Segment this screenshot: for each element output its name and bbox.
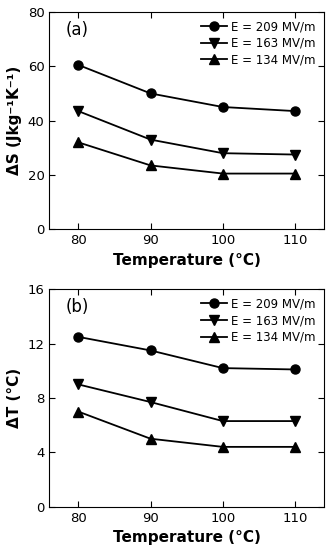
Legend: E = 209 MV/m, E = 163 MV/m, E = 134 MV/m: E = 209 MV/m, E = 163 MV/m, E = 134 MV/m (196, 15, 320, 71)
E = 134 MV/m (293, 444, 297, 450)
E = 209 MV/m (149, 347, 153, 354)
Line: E = 163 MV/m: E = 163 MV/m (74, 107, 300, 159)
E = 163 MV/m (221, 150, 225, 157)
Y-axis label: ΔS (Jkg⁻¹K⁻¹): ΔS (Jkg⁻¹K⁻¹) (7, 66, 22, 175)
E = 163 MV/m (293, 151, 297, 158)
E = 163 MV/m (293, 418, 297, 424)
Text: (a): (a) (65, 20, 88, 39)
Legend: E = 209 MV/m, E = 163 MV/m, E = 134 MV/m: E = 209 MV/m, E = 163 MV/m, E = 134 MV/m (196, 293, 320, 348)
Text: (b): (b) (65, 298, 88, 316)
E = 209 MV/m (221, 104, 225, 110)
E = 209 MV/m (76, 62, 80, 68)
E = 134 MV/m (149, 162, 153, 169)
E = 209 MV/m (149, 90, 153, 97)
E = 163 MV/m (76, 108, 80, 114)
E = 134 MV/m (149, 436, 153, 442)
E = 134 MV/m (76, 139, 80, 146)
E = 134 MV/m (76, 408, 80, 415)
E = 134 MV/m (221, 444, 225, 450)
X-axis label: Temperature (°C): Temperature (°C) (113, 530, 260, 545)
X-axis label: Temperature (°C): Temperature (°C) (113, 253, 260, 268)
E = 134 MV/m (293, 170, 297, 177)
Line: E = 134 MV/m: E = 134 MV/m (74, 138, 300, 178)
E = 209 MV/m (76, 333, 80, 340)
Line: E = 209 MV/m: E = 209 MV/m (74, 332, 300, 374)
E = 163 MV/m (76, 381, 80, 388)
E = 209 MV/m (221, 365, 225, 371)
E = 163 MV/m (221, 418, 225, 424)
E = 163 MV/m (149, 399, 153, 405)
Line: E = 163 MV/m: E = 163 MV/m (74, 380, 300, 426)
Y-axis label: ΔT (°C): ΔT (°C) (7, 368, 22, 428)
E = 134 MV/m (221, 170, 225, 177)
E = 209 MV/m (293, 108, 297, 114)
E = 163 MV/m (149, 136, 153, 143)
Line: E = 209 MV/m: E = 209 MV/m (74, 60, 300, 115)
Line: E = 134 MV/m: E = 134 MV/m (74, 407, 300, 452)
E = 209 MV/m (293, 366, 297, 373)
